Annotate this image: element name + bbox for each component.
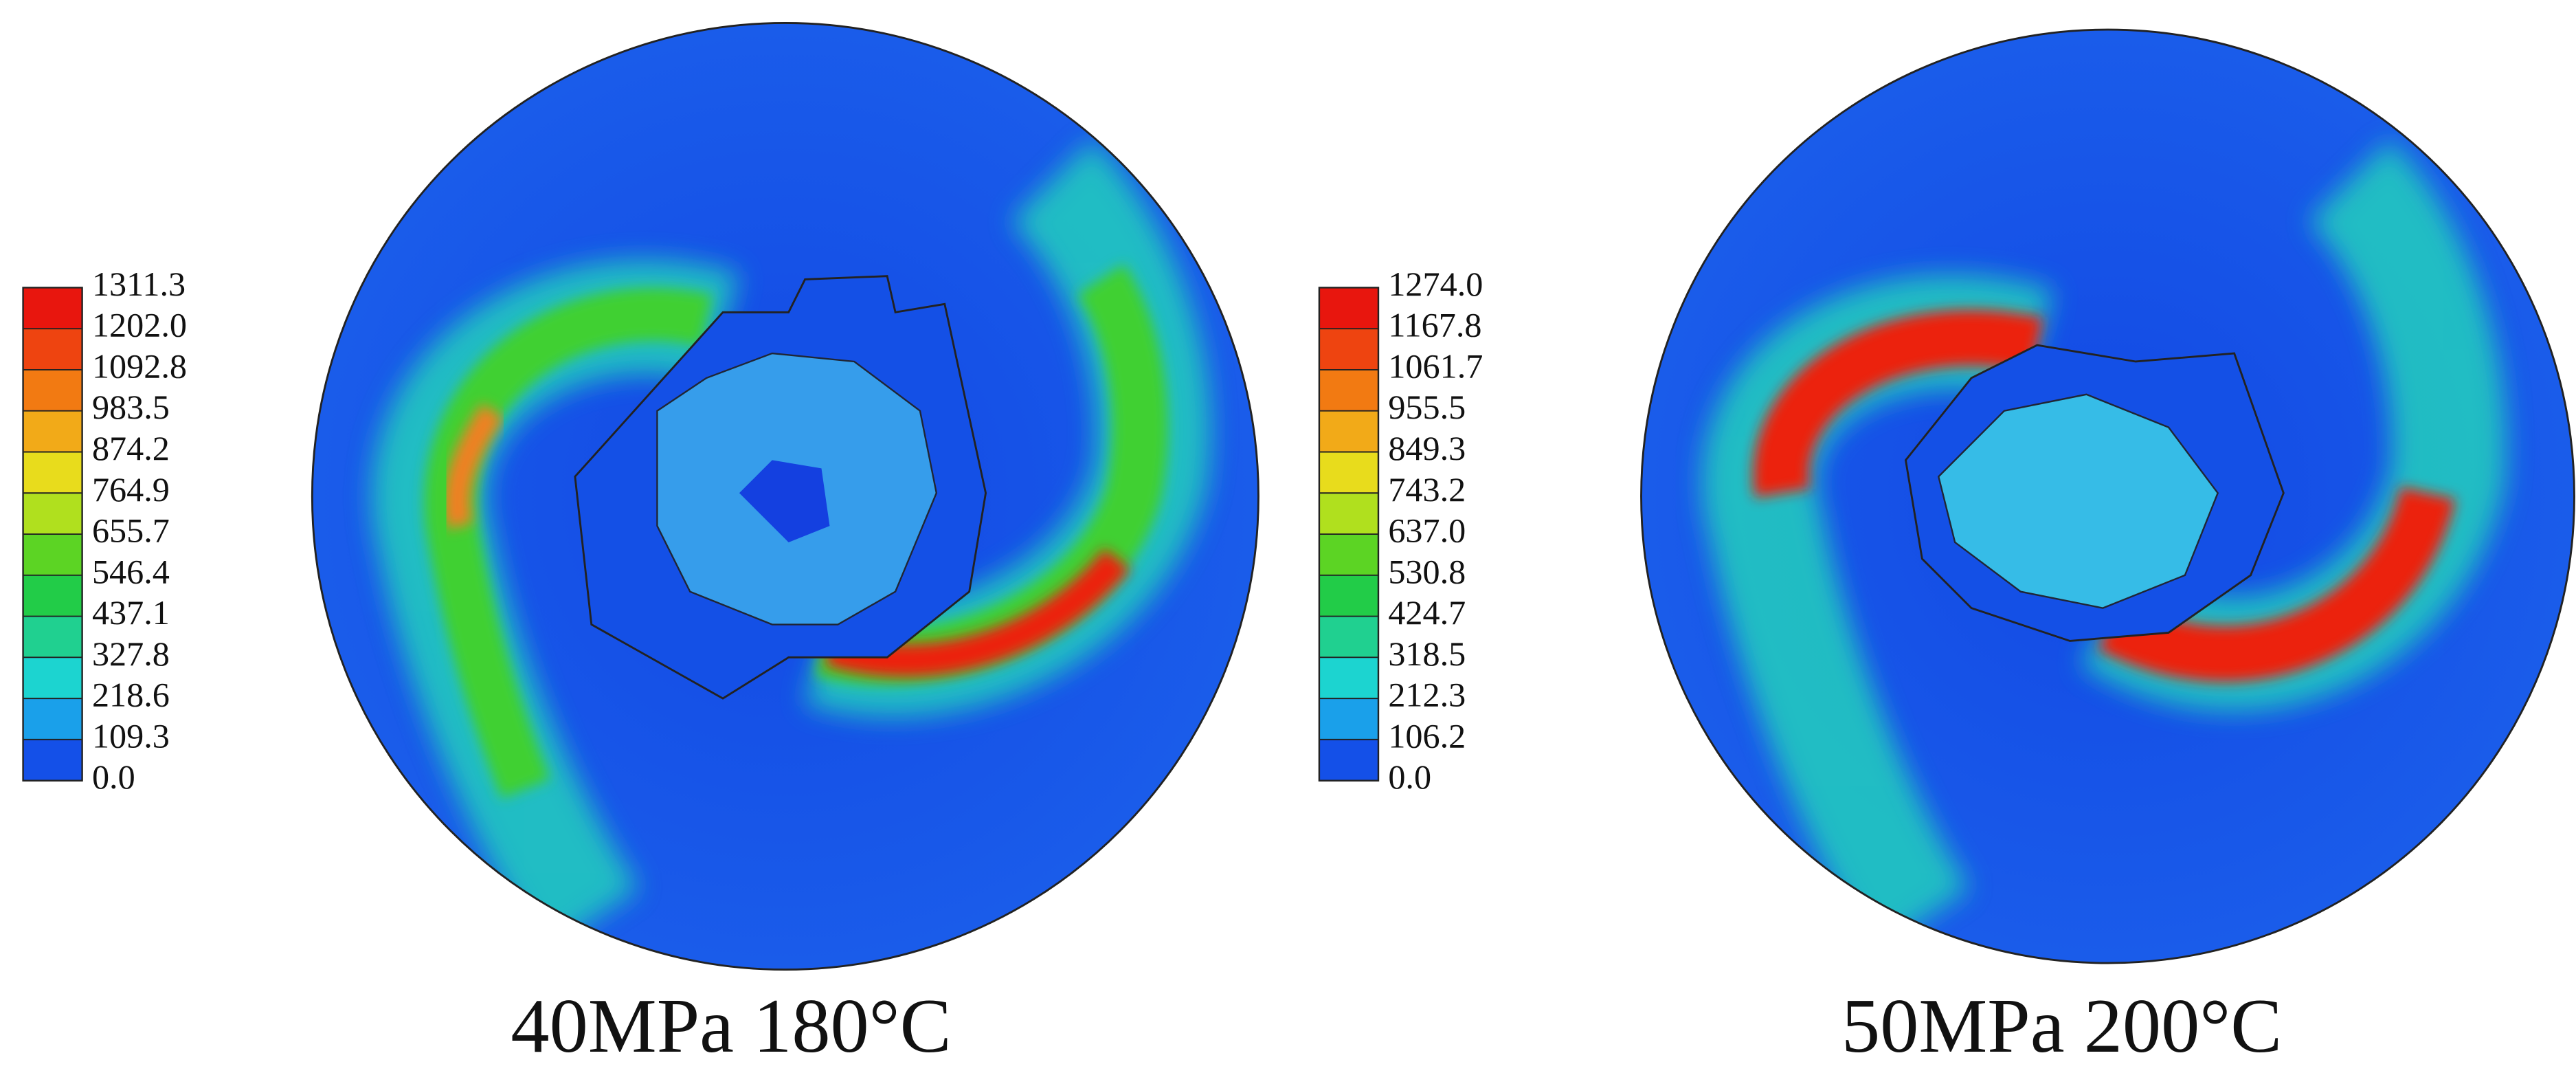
colorbar-band bbox=[1319, 616, 1378, 659]
colorbar-label: 743.2 bbox=[1388, 470, 1466, 509]
colorbar-band bbox=[1319, 575, 1378, 617]
colorbar-band bbox=[1319, 739, 1378, 782]
colorbar-band bbox=[1319, 534, 1378, 576]
colorbar-label: 874.2 bbox=[92, 429, 170, 467]
contour-plot bbox=[311, 22, 1259, 971]
colorbar-label: 212.3 bbox=[1388, 676, 1466, 714]
colorbar-band bbox=[23, 410, 82, 453]
colorbar-band bbox=[23, 616, 82, 659]
colorbar-label: 1311.3 bbox=[92, 265, 186, 303]
colorbar-label: 318.5 bbox=[1388, 634, 1466, 673]
colorbar-label: 983.5 bbox=[92, 388, 170, 426]
colorbar-band bbox=[23, 739, 82, 782]
colorbar-label: 1061.7 bbox=[1388, 346, 1483, 385]
colorbar-label: 1167.8 bbox=[1388, 306, 1481, 344]
colorbar-band bbox=[1319, 452, 1378, 494]
colorbar-label: 327.8 bbox=[92, 634, 170, 673]
panel-label: 50MPa 200°C bbox=[1841, 984, 2282, 1069]
colorbar-band bbox=[23, 493, 82, 535]
colorbar-band bbox=[1319, 369, 1378, 412]
colorbar-band bbox=[23, 534, 82, 576]
colorbar-label: 109.3 bbox=[92, 716, 170, 755]
colorbar-band bbox=[23, 698, 82, 740]
colorbar-label: 1202.0 bbox=[92, 306, 187, 344]
colorbar-label: 637.0 bbox=[1388, 511, 1466, 550]
colorbar-band bbox=[1319, 287, 1378, 329]
colorbar-label: 106.2 bbox=[1388, 716, 1466, 755]
colorbar-label: 955.5 bbox=[1388, 388, 1466, 426]
colorbar-label: 1274.0 bbox=[1388, 265, 1483, 303]
colorbar-band bbox=[23, 369, 82, 412]
colorbar-label: 424.7 bbox=[1388, 593, 1466, 632]
colorbar-label: 530.8 bbox=[1388, 552, 1466, 590]
colorbar-label: 218.6 bbox=[92, 676, 170, 714]
colorbar-band bbox=[1319, 657, 1378, 699]
colorbar-band bbox=[23, 575, 82, 617]
colorbar-band bbox=[1319, 493, 1378, 535]
contour-plot bbox=[1640, 28, 2575, 964]
colorbar-label: 0.0 bbox=[92, 757, 135, 796]
colorbar-label: 849.3 bbox=[1388, 429, 1466, 467]
colorbar-label: 1092.8 bbox=[92, 346, 187, 385]
colorbar-band bbox=[23, 329, 82, 370]
colorbar-band bbox=[23, 287, 82, 329]
colorbar-band bbox=[1319, 698, 1378, 740]
panel-label: 40MPa 180°C bbox=[511, 984, 951, 1069]
colorbar-band bbox=[23, 657, 82, 699]
colorbar-band bbox=[1319, 329, 1378, 370]
colorbar-label: 655.7 bbox=[92, 511, 170, 550]
colorbar-label: 437.1 bbox=[92, 593, 170, 632]
colorbar-label: 0.0 bbox=[1388, 757, 1431, 796]
colorbar-label: 764.9 bbox=[92, 470, 170, 509]
colorbar-band bbox=[23, 452, 82, 494]
colorbar-band bbox=[1319, 410, 1378, 453]
colorbar-label: 546.4 bbox=[92, 552, 170, 590]
